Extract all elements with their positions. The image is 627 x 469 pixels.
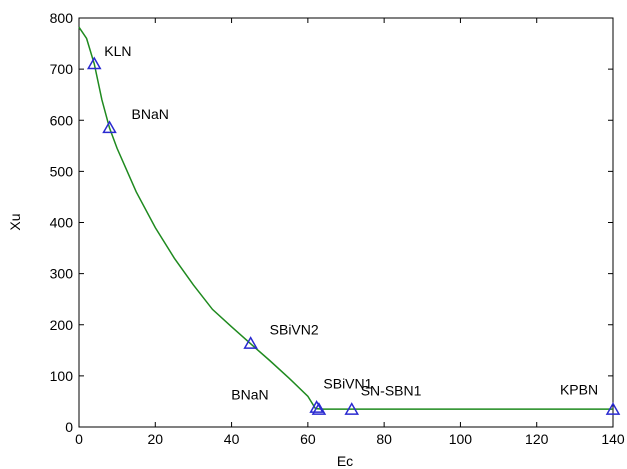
axis-ticks: 0 20 40 60 80 100 120 140 0 100 200 300 400 500 600 700… bbox=[50, 10, 625, 447]
y-tick-label: 0 bbox=[65, 419, 73, 435]
point-label: BNaN bbox=[132, 106, 169, 122]
point-label: KPBN bbox=[560, 382, 598, 398]
x-tick-label: 20 bbox=[147, 431, 163, 447]
curve-line bbox=[78, 26, 613, 410]
data-point-marker bbox=[311, 402, 327, 415]
y-axis-label: Xu bbox=[7, 213, 23, 230]
y-tick-label: 100 bbox=[50, 368, 74, 384]
y-tick-label: 200 bbox=[50, 317, 74, 333]
fitted-curve bbox=[78, 26, 613, 410]
x-axis-label: Ec bbox=[337, 453, 353, 469]
x-tick-label: 40 bbox=[224, 431, 240, 447]
point-label: SN-SBN1 bbox=[361, 383, 422, 399]
y-tick-label: 700 bbox=[50, 61, 74, 77]
data-point-marker bbox=[309, 400, 324, 413]
point-label: SBiVN1 bbox=[323, 376, 372, 392]
point-label: BNaN bbox=[231, 387, 268, 403]
data-point-marker bbox=[605, 402, 621, 415]
x-tick-label: 60 bbox=[300, 431, 316, 447]
data-point-marker bbox=[86, 56, 102, 70]
data-point-marker bbox=[344, 402, 360, 415]
x-tick-label: 80 bbox=[376, 431, 392, 447]
point-label: KLN bbox=[104, 43, 131, 59]
x-tick-label: 100 bbox=[449, 431, 473, 447]
y-tick-label: 500 bbox=[50, 163, 74, 179]
data-point-marker bbox=[243, 336, 258, 349]
y-tick-label: 600 bbox=[50, 112, 74, 128]
y-tick-label: 400 bbox=[50, 215, 74, 231]
data-points bbox=[86, 56, 621, 415]
x-tick-label: 120 bbox=[525, 431, 549, 447]
plot-area-border bbox=[78, 17, 614, 428]
plot-frame bbox=[78, 17, 614, 428]
y-tick-label: 800 bbox=[50, 10, 74, 26]
y-tick-label: 300 bbox=[50, 266, 74, 282]
x-tick-label: 0 bbox=[75, 431, 83, 447]
x-tick-label: 140 bbox=[601, 431, 625, 447]
point-label: SBiVN2 bbox=[270, 322, 319, 338]
data-point-marker bbox=[102, 120, 117, 134]
